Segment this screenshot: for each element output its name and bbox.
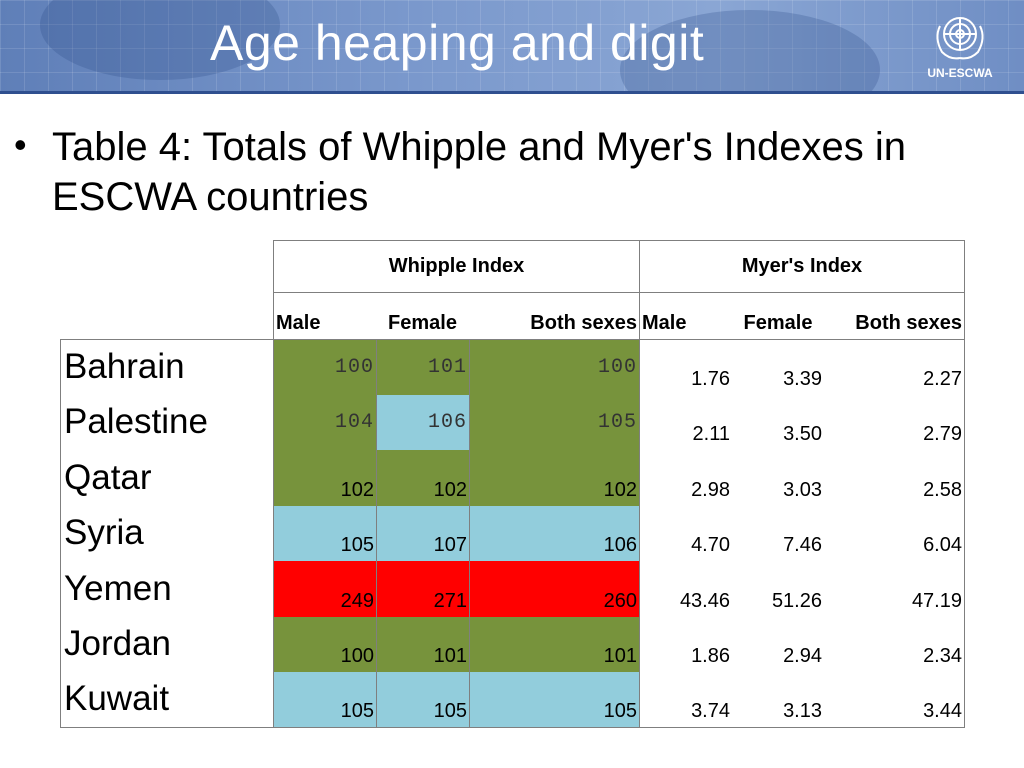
whipple-value-cell: 100 <box>273 339 376 395</box>
myers-value-cell: 3.03 <box>783 478 822 501</box>
whipple-value-cell: 102 <box>376 450 469 506</box>
myers-value-cell: 2.94 <box>783 645 822 667</box>
myers-value-cell: 3.74 <box>639 672 732 728</box>
whipple-group-header: Whipple Index <box>273 240 639 293</box>
myers-value-cell: 2.34 <box>824 616 965 672</box>
page-title: Age heaping and digit <box>210 15 705 71</box>
myers-value-cell: 43.46 <box>639 561 732 617</box>
header-banner: Age heaping and digit UN-ESCWA <box>0 0 1024 93</box>
whipple-value-cell: 106 <box>469 505 639 561</box>
myers-value-cell: 3.50 <box>783 423 822 445</box>
whipple-value-cell: 105 <box>273 672 376 728</box>
whipple-value-cell: 271 <box>376 561 469 617</box>
myers-value-cell: 4.70 <box>639 505 732 561</box>
myers-value-cell: 3.39 <box>732 339 824 395</box>
whipple-value-cell: 107 <box>376 505 469 561</box>
column-header: Female <box>388 312 457 334</box>
country-cell: Palestine <box>60 394 273 450</box>
whipple-value-cell: 105 <box>273 505 376 561</box>
banner-grid-pattern <box>0 0 1024 93</box>
banner-divider <box>0 91 1024 94</box>
whipple-value-cell: 101 <box>469 616 639 672</box>
whipple-value-cell: 102 <box>469 450 639 506</box>
myers-group-header: Myer's Index <box>639 240 965 293</box>
whipple-value-cell: 106 <box>376 394 469 450</box>
country-cell: Bahrain <box>60 339 273 395</box>
whipple-value-cell: 105 <box>469 394 639 450</box>
logo-text: UN-ESCWA <box>927 66 993 80</box>
whipple-value-cell: 260 <box>469 561 639 617</box>
whipple-value-cell: 101 <box>376 616 469 672</box>
whipple-value-cell: 102 <box>273 450 376 506</box>
whipple-value-cell: 100 <box>469 339 639 395</box>
column-header: Both sexes <box>530 312 637 334</box>
whipple-value-cell: 104 <box>273 394 376 450</box>
column-header: Both sexes <box>824 293 965 339</box>
country-cell: Syria <box>60 505 273 561</box>
un-escwa-logo: UN-ESCWA <box>910 6 1010 90</box>
myers-value-cell: 1.86 <box>639 616 732 672</box>
myers-value-cell: 2.58 <box>824 450 965 506</box>
myers-value-cell: 3.44 <box>824 672 965 728</box>
bullet-icon: • <box>14 124 27 165</box>
myers-value-cell: 2.27 <box>824 339 965 395</box>
column-header: Male <box>273 293 376 339</box>
myers-value-cell: 1.76 <box>639 339 732 395</box>
myers-value-cell: 47.19 <box>824 561 965 617</box>
whipple-value-cell: 105 <box>469 672 639 728</box>
country-cell: Kuwait <box>60 672 273 728</box>
un-emblem-icon <box>936 17 984 60</box>
indexes-table: Whipple Index Myer's Index Male Female Both … <box>60 240 965 728</box>
whipple-value-cell: 100 <box>273 616 376 672</box>
myers-value-cell: 7.46 <box>783 534 822 556</box>
myers-value-cell: 3.13 <box>732 672 824 728</box>
myers-value-cell: 51.26 <box>771 589 822 612</box>
myers-value-cell: 2.11 <box>639 394 732 450</box>
bullet-text: Table 4: Totals of Whipple and Myer's In… <box>52 125 907 219</box>
myers-value-cell: 2.98 <box>639 450 732 506</box>
myers-value-cell: 6.04 <box>824 505 965 561</box>
whipple-value-cell: 105 <box>376 672 469 728</box>
whipple-value-cell: 249 <box>273 561 376 617</box>
column-header: Female <box>743 312 813 334</box>
country-cell: Yemen <box>60 561 273 617</box>
country-cell: Qatar <box>60 450 273 506</box>
column-header: Male <box>639 293 732 339</box>
whipple-value-cell: 101 <box>376 339 469 395</box>
country-cell: Jordan <box>60 616 273 672</box>
myers-value-cell: 2.79 <box>824 394 965 450</box>
